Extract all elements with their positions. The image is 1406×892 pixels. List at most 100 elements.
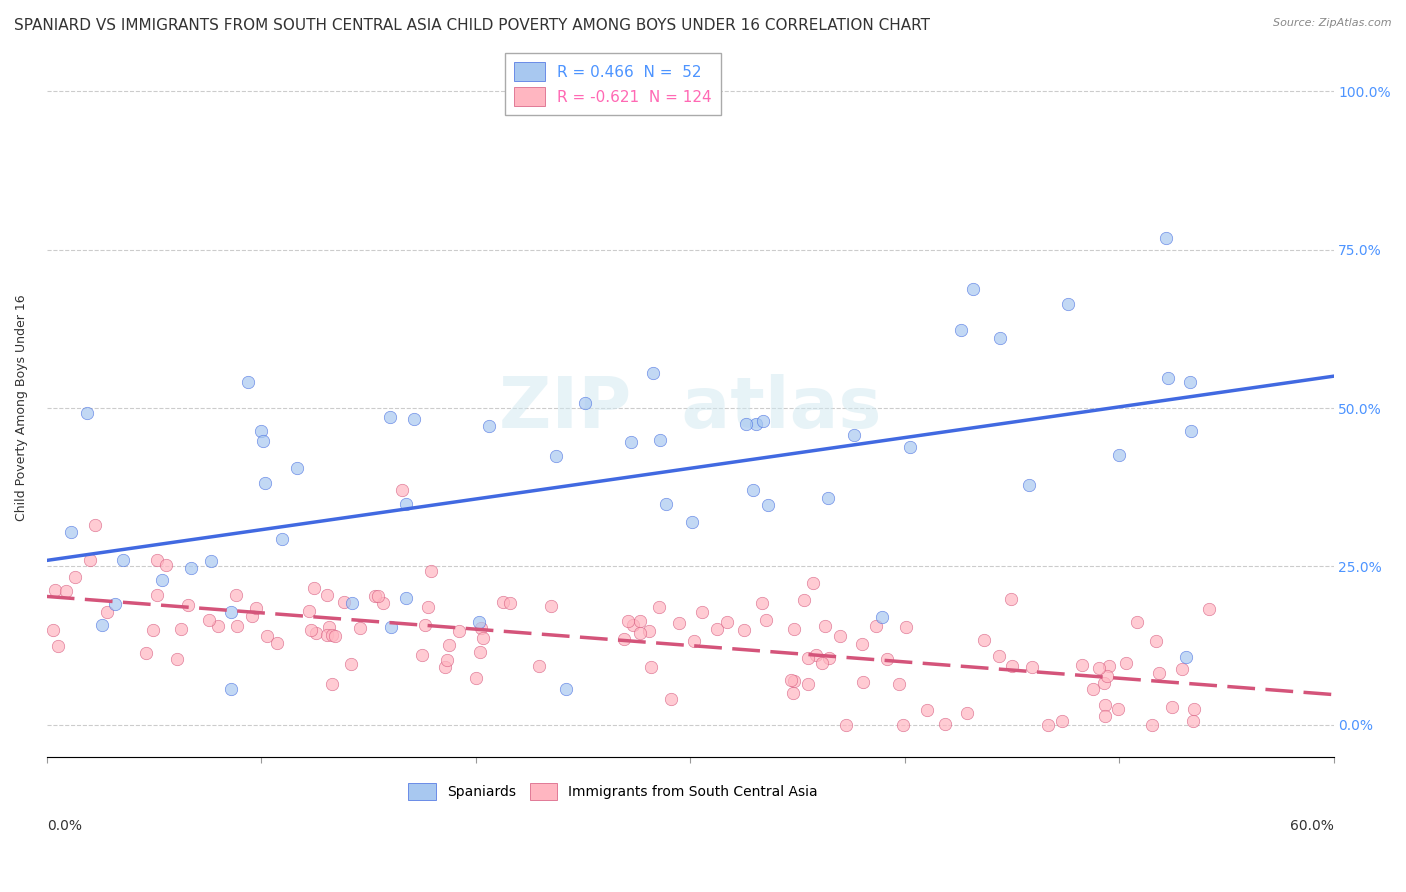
Point [546,449,568,463]
Text: 60.0%: 60.0% [1289,820,1333,833]
Point [780,673,803,687]
Point [169,622,191,636]
Point [628,625,651,640]
Point [79,552,101,566]
Point [1018,478,1040,492]
Point [1107,702,1129,716]
Point [146,588,169,602]
Point [285,460,308,475]
Point [643,367,665,381]
Point [298,604,321,618]
Point [437,638,460,652]
Point [1094,698,1116,713]
Point [817,491,839,506]
Point [527,659,550,673]
Point [470,621,492,635]
Point [751,596,773,610]
Point [245,601,267,615]
Point [950,323,973,337]
Point [364,589,387,603]
Point [394,591,416,605]
Point [1050,714,1073,728]
Point [1144,633,1167,648]
Point [470,645,492,659]
Point [851,637,873,651]
Point [804,648,827,662]
Point [155,558,177,572]
Point [1198,601,1220,615]
Point [973,632,995,647]
Point [1126,615,1149,629]
Point [302,581,325,595]
Point [613,632,636,647]
Point [628,614,651,628]
Point [988,648,1011,663]
Point [887,677,910,691]
Point [315,588,337,602]
Point [894,620,917,634]
Point [404,412,426,426]
Point [755,613,778,627]
Point [236,375,259,389]
Point [1021,660,1043,674]
Point [640,660,662,674]
Point [1081,681,1104,696]
Point [166,652,188,666]
Point [852,675,875,690]
Point [65,570,87,584]
Point [1038,718,1060,732]
Point [814,619,837,633]
Point [104,597,127,611]
Point [1108,448,1130,462]
Point [433,660,456,674]
Point [683,633,706,648]
Point [200,554,222,568]
Point [416,599,439,614]
Point [758,499,780,513]
Point [316,628,339,642]
Point [299,624,322,638]
Point [207,619,229,633]
Point [250,424,273,438]
Point [318,620,340,634]
Point [411,648,433,663]
Y-axis label: Child Poverty Among Boys Under 16: Child Poverty Among Boys Under 16 [15,294,28,522]
Point [321,676,343,690]
Point [734,417,756,431]
Point [55,583,77,598]
Point [835,718,858,732]
Point [90,617,112,632]
Point [1180,424,1202,438]
Text: SPANIARD VS IMMIGRANTS FROM SOUTH CENTRAL ASIA CHILD POVERTY AMONG BOYS UNDER 16: SPANIARD VS IMMIGRANTS FROM SOUTH CENTRA… [14,18,929,33]
Point [266,636,288,650]
Point [818,651,841,665]
Point [797,650,820,665]
Text: 0.0%: 0.0% [46,820,82,833]
Point [1098,658,1121,673]
Point [413,617,436,632]
Point [304,625,326,640]
Point [668,615,690,630]
Point [468,615,491,630]
Point [1147,665,1170,680]
Point [733,623,755,637]
Point [621,618,644,632]
Point [811,657,834,671]
Point [142,623,165,637]
Point [1171,662,1194,676]
Point [934,717,956,731]
Point [1161,699,1184,714]
Point [782,622,804,636]
Point [681,516,703,530]
Point [41,624,63,638]
Point [716,615,738,630]
Point [323,629,346,643]
Point [252,434,274,448]
Point [242,609,264,624]
Point [76,406,98,420]
Point [1000,592,1022,607]
Point [395,497,418,511]
Point [177,598,200,612]
Point [472,631,495,645]
Point [741,483,763,497]
